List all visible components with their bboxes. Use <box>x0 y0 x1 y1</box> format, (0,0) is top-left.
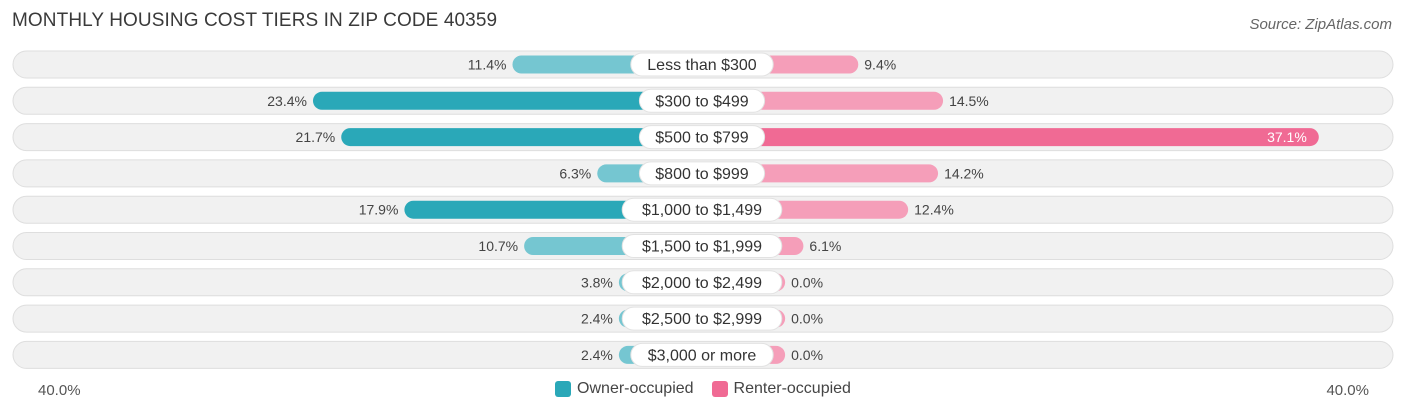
category-pill <box>630 342 774 367</box>
legend-swatch-owner <box>555 381 572 397</box>
category-label: $3,000 or more <box>648 347 757 364</box>
legend-swatch-renter <box>711 381 728 397</box>
category-pill <box>638 125 766 150</box>
chart-title: MONTHLY HOUSING COST TIERS IN ZIP CODE 4… <box>12 10 498 31</box>
owner-bar <box>312 91 702 110</box>
chart-source: Source: ZipAtlas.com <box>1249 16 1392 33</box>
category-pill <box>630 52 774 77</box>
legend: Owner-occupied Renter-occupied <box>0 380 1406 398</box>
owner-value-label: 11.4% <box>468 57 507 73</box>
category-pill <box>621 270 783 295</box>
renter-value-label: 9.4% <box>864 57 896 73</box>
category-label: $800 to $999 <box>655 166 749 183</box>
renter-value-label: 0.0% <box>791 274 823 290</box>
category-pill <box>621 234 783 258</box>
category-pill <box>621 197 783 222</box>
renter-bar <box>702 128 1319 147</box>
category-pill <box>638 88 766 113</box>
axis-left-label: 40.0% <box>38 382 81 399</box>
category-pill <box>621 306 783 331</box>
renter-value-label: 6.1% <box>809 238 841 254</box>
owner-value-label: 6.3% <box>559 165 591 181</box>
owner-value-label: 17.9% <box>359 202 399 218</box>
renter-value-label: 37.1% <box>1267 129 1307 145</box>
category-label: $1,500 to $1,999 <box>642 239 762 256</box>
owner-value-label: 10.7% <box>478 238 518 254</box>
renter-value-label: 0.0% <box>791 311 823 327</box>
category-pill <box>638 161 766 186</box>
category-label: Less than $300 <box>647 57 757 74</box>
legend-label-renter: Renter-occupied <box>733 380 851 397</box>
renter-value-label: 14.2% <box>944 165 984 181</box>
category-label: $2,000 to $2,499 <box>642 275 762 292</box>
axis-right-label: 40.0% <box>1326 382 1369 399</box>
renter-value-label: 12.4% <box>914 202 954 218</box>
category-label: $1,000 to $1,499 <box>642 202 762 219</box>
owner-value-label: 2.4% <box>581 311 613 327</box>
owner-value-label: 3.8% <box>581 274 613 290</box>
owner-value-label: 21.7% <box>296 129 336 145</box>
owner-value-label: 23.4% <box>267 93 307 109</box>
legend-item-renter: Renter-occupied <box>711 380 851 398</box>
category-label: $300 to $499 <box>655 93 749 110</box>
category-label: $2,500 to $2,999 <box>642 311 762 328</box>
legend-item-owner: Owner-occupied <box>555 380 694 398</box>
renter-value-label: 14.5% <box>949 93 989 109</box>
owner-bar <box>341 128 702 147</box>
legend-label-owner: Owner-occupied <box>577 380 694 397</box>
owner-value-label: 2.4% <box>581 347 613 363</box>
chart-svg: 11.4% 9.4% Less than $300 23.4% 14.5% $300 to… <box>12 50 1394 369</box>
renter-value-label: 0.0% <box>791 347 823 363</box>
category-label: $500 to $799 <box>655 130 749 147</box>
